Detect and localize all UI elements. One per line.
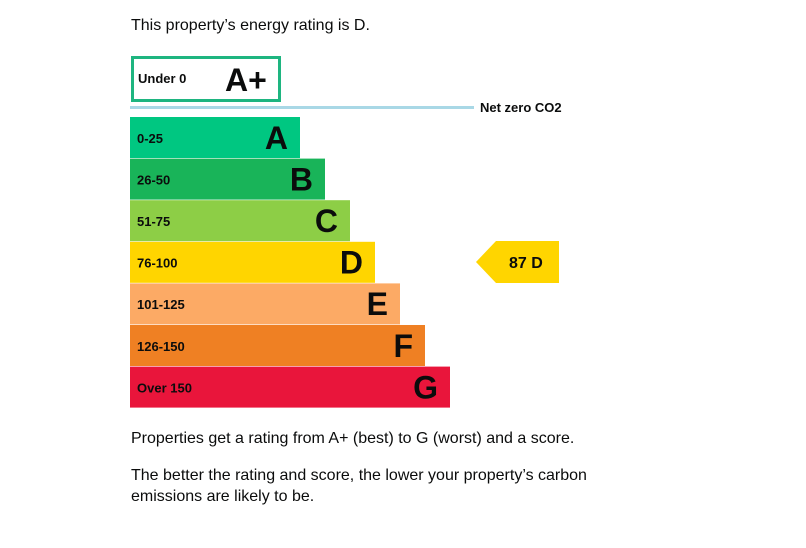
band-e-range: 101-125 [137, 297, 185, 312]
band-g-bar [130, 366, 450, 408]
band-a-bar [130, 117, 300, 158]
band-d-letter: D [340, 245, 363, 281]
top-band-range: Under 0 [138, 71, 186, 86]
band-a-range: 0-25 [137, 131, 163, 146]
band-e-bar [130, 283, 400, 325]
band-a-letter: A [265, 120, 288, 156]
band-b-range: 26-50 [137, 172, 170, 187]
rating-explanation: Properties get a rating from A+ (best) t… [131, 430, 575, 447]
band-d-bar [130, 241, 375, 283]
current-rating-arrow [476, 241, 559, 283]
band-c-letter: C [315, 203, 338, 239]
top-band-letter: A+ [225, 62, 267, 98]
band-f-range: 126-150 [137, 339, 185, 354]
emissions-explanation: The better the rating and score, the low… [131, 467, 587, 505]
band-g-range: Over 150 [137, 380, 192, 395]
current-rating-pointer: 87 D [476, 241, 559, 283]
net-zero-label: Net zero CO2 [480, 100, 562, 115]
current-rating-label: 87 D [509, 255, 543, 272]
top-band-a-plus: Under 0 A+ [131, 56, 281, 102]
intro-text: This property’s energy rating is D. [131, 17, 370, 34]
band-g-letter: G [413, 369, 438, 405]
band-b-letter: B [290, 161, 313, 197]
rating-bands: 0-25 A 26-50 B 51-75 C 76-100 D 101-125 E 126-150 F… [130, 117, 450, 408]
band-c-range: 51-75 [137, 214, 170, 229]
top-band-box [131, 56, 281, 102]
band-b-bar [130, 158, 325, 200]
band-d-range: 76-100 [137, 256, 177, 271]
band-e-letter: E [367, 286, 388, 322]
band-f-letter: F [393, 328, 413, 364]
band-c-bar [130, 200, 350, 242]
band-f-bar [130, 325, 425, 366]
